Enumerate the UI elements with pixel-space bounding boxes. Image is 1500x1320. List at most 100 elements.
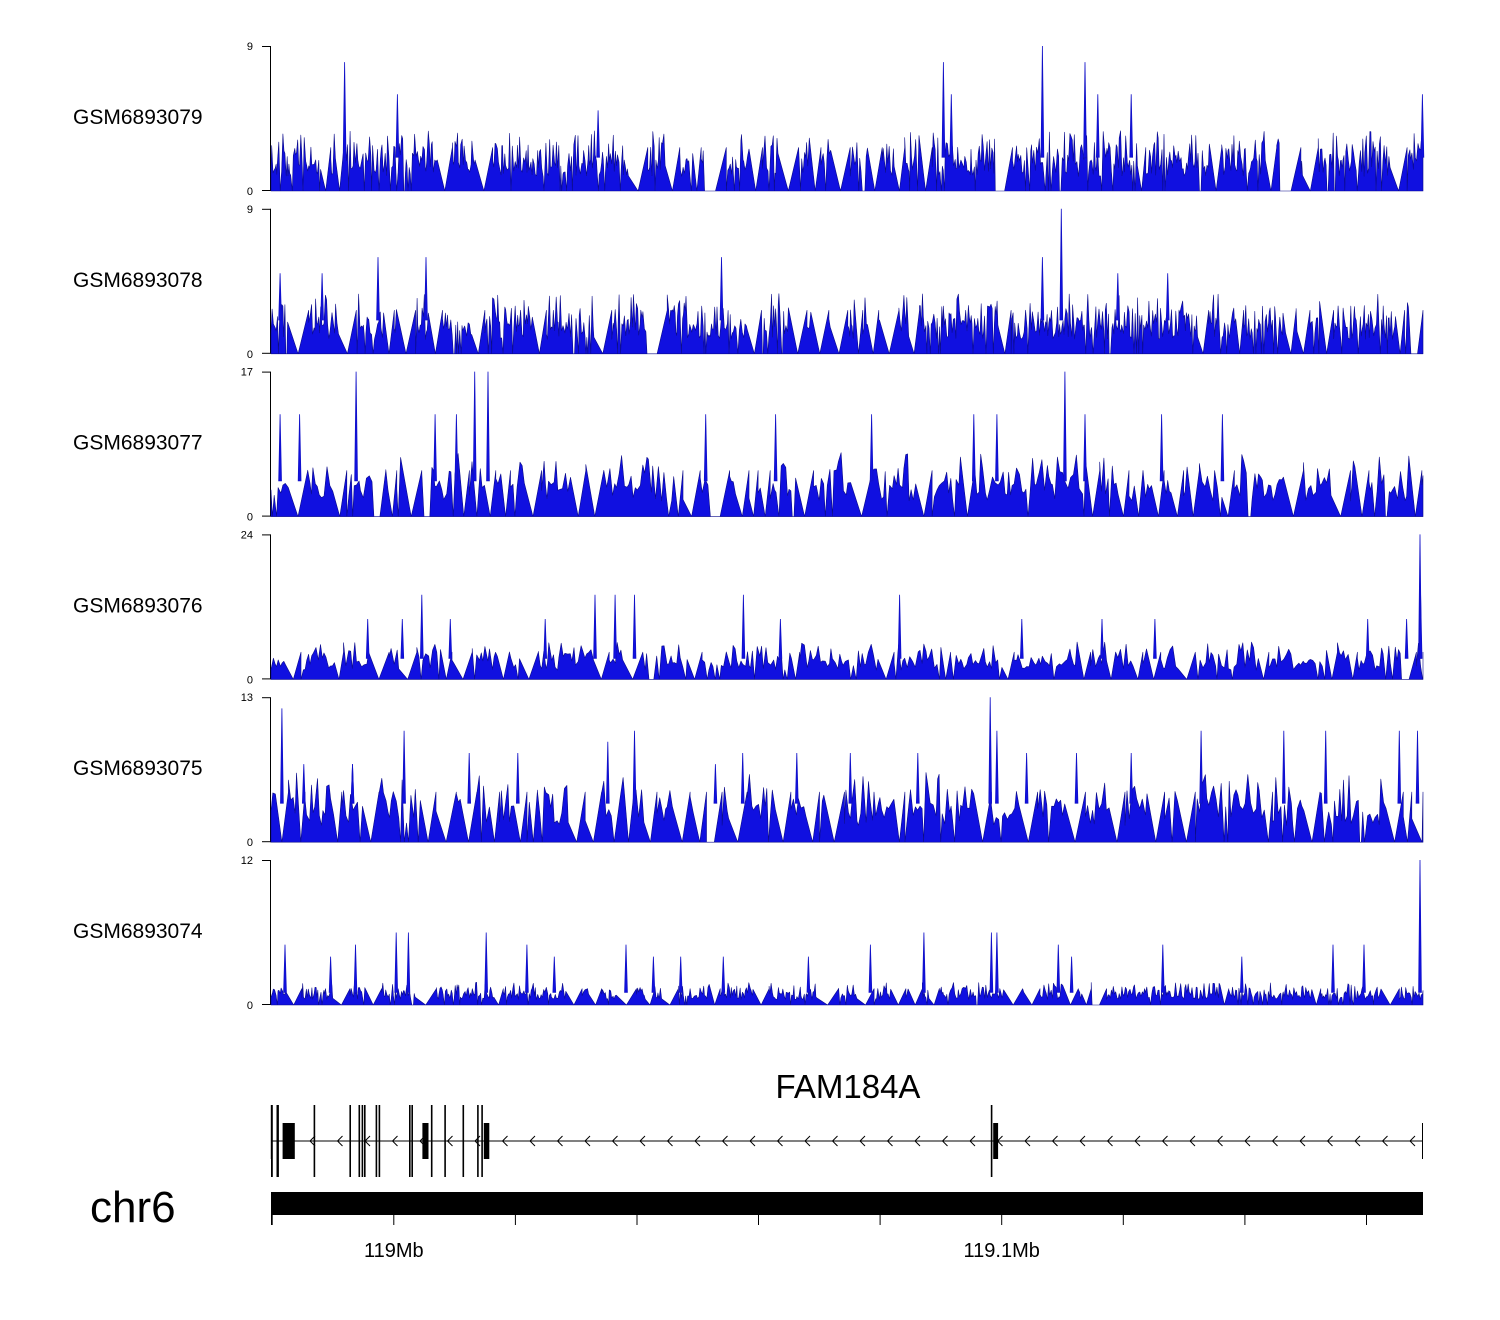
track-label: GSM6893078 — [73, 269, 203, 292]
strand-arrow — [1409, 1135, 1416, 1147]
gene-exon — [462, 1105, 465, 1177]
strand-arrow — [1326, 1135, 1333, 1147]
signal-peak — [1129, 94, 1134, 158]
signal-area — [270, 982, 1424, 1006]
gene-exon — [276, 1105, 279, 1177]
signal-peak — [1415, 730, 1420, 804]
y-axis-max-label: 9 — [247, 204, 253, 216]
signal-peak — [342, 62, 347, 158]
signal-peak — [713, 764, 718, 804]
signal-peak — [1220, 414, 1225, 482]
signal-peak — [525, 944, 529, 993]
signal-peak — [1040, 45, 1045, 158]
signal-peak — [1420, 94, 1425, 158]
strand-arrow — [1079, 1135, 1086, 1147]
strand-arrow — [1051, 1135, 1058, 1147]
gene-structure — [270, 1105, 1423, 1177]
strand-arrow — [309, 1135, 316, 1147]
signal-peak — [278, 273, 282, 321]
gene-exon — [358, 1105, 361, 1177]
signal-peak — [472, 371, 477, 482]
track-label: GSM6893079 — [73, 106, 203, 129]
gene-exon — [282, 1123, 295, 1159]
signal-peak — [794, 752, 799, 804]
gene-exon — [990, 1105, 993, 1177]
signal-peak — [394, 932, 399, 993]
strand-arrow — [391, 1135, 398, 1147]
signal-peak — [1362, 944, 1366, 993]
signal-peak — [989, 932, 994, 993]
track-label: GSM6893074 — [73, 920, 203, 943]
track-GSM6893075: GSM6893075 13 0 — [73, 692, 1424, 849]
signal-peak — [1165, 273, 1170, 321]
signal-peak — [941, 62, 946, 158]
signal-peak — [988, 697, 993, 804]
signal-peak — [283, 944, 287, 993]
signal-peak — [703, 414, 708, 482]
signal-peak — [1074, 752, 1079, 804]
strand-arrow — [666, 1135, 673, 1147]
signal-peak — [1115, 273, 1120, 321]
signal-peak — [419, 594, 424, 659]
gene-exon — [430, 1105, 433, 1177]
signal-peak — [869, 414, 874, 482]
strand-arrow — [1189, 1135, 1196, 1147]
signal-tracks: GSM689307990GSM689307890GSM6893077170GSM… — [73, 41, 1425, 1012]
strand-arrow — [1106, 1135, 1113, 1147]
strand-arrow — [639, 1135, 646, 1147]
strand-arrow — [969, 1135, 976, 1147]
y-axis-min-label: 0 — [247, 349, 253, 361]
signal-peak — [624, 944, 628, 993]
signal-peak — [552, 956, 557, 993]
signal-peak — [1418, 859, 1422, 993]
signal-peak — [1323, 730, 1328, 804]
strand-arrow — [776, 1135, 783, 1147]
signal-peak — [678, 956, 683, 993]
y-axis-min-label: 0 — [247, 512, 253, 524]
signal-peak — [868, 944, 873, 993]
signal-peak — [1069, 956, 1074, 993]
signal-peak — [632, 594, 637, 659]
gene-exon — [444, 1105, 446, 1177]
chromosome-bar — [271, 1192, 1423, 1215]
strand-arrow — [941, 1135, 948, 1147]
strand-arrow — [859, 1135, 866, 1147]
strand-arrow — [446, 1135, 453, 1147]
signal-peak — [1160, 944, 1165, 993]
strand-arrow — [1134, 1135, 1141, 1147]
track-GSM6893078: GSM6893078 9 0 — [73, 204, 1424, 361]
signal-peak — [721, 956, 726, 993]
signal-peak — [433, 414, 437, 482]
signal-peak — [1281, 730, 1286, 804]
signal-peak — [1159, 414, 1164, 482]
y-axis-max-label: 9 — [247, 41, 253, 53]
signal-peak — [1056, 944, 1061, 993]
signal-peak — [1063, 371, 1067, 482]
y-axis-max-label: 13 — [241, 692, 253, 704]
strand-arrow — [1354, 1135, 1361, 1147]
strand-arrow — [914, 1135, 921, 1147]
signal-peak — [1239, 956, 1244, 993]
signal-peak — [1404, 618, 1409, 659]
signal-peak — [922, 932, 926, 993]
gene-exon — [349, 1105, 351, 1177]
strand-arrow — [1244, 1135, 1251, 1147]
gene-exon — [378, 1105, 381, 1177]
signal-peak — [773, 414, 778, 482]
signal-peak — [354, 371, 358, 482]
strand-arrow — [529, 1135, 536, 1147]
strand-arrow — [501, 1135, 508, 1147]
signal-peak — [1199, 730, 1203, 804]
signal-peak — [1397, 730, 1402, 804]
signal-peak — [1153, 618, 1157, 659]
signal-peak — [1331, 944, 1335, 993]
signal-peak — [632, 730, 637, 804]
signal-peak — [1083, 62, 1087, 158]
signal-peak — [995, 730, 999, 804]
signal-area — [270, 641, 1424, 680]
track-GSM6893079: GSM6893079 9 0 — [73, 41, 1425, 198]
strand-arrow — [584, 1135, 591, 1147]
signal-peak — [297, 414, 302, 482]
strand-arrow — [804, 1135, 811, 1147]
